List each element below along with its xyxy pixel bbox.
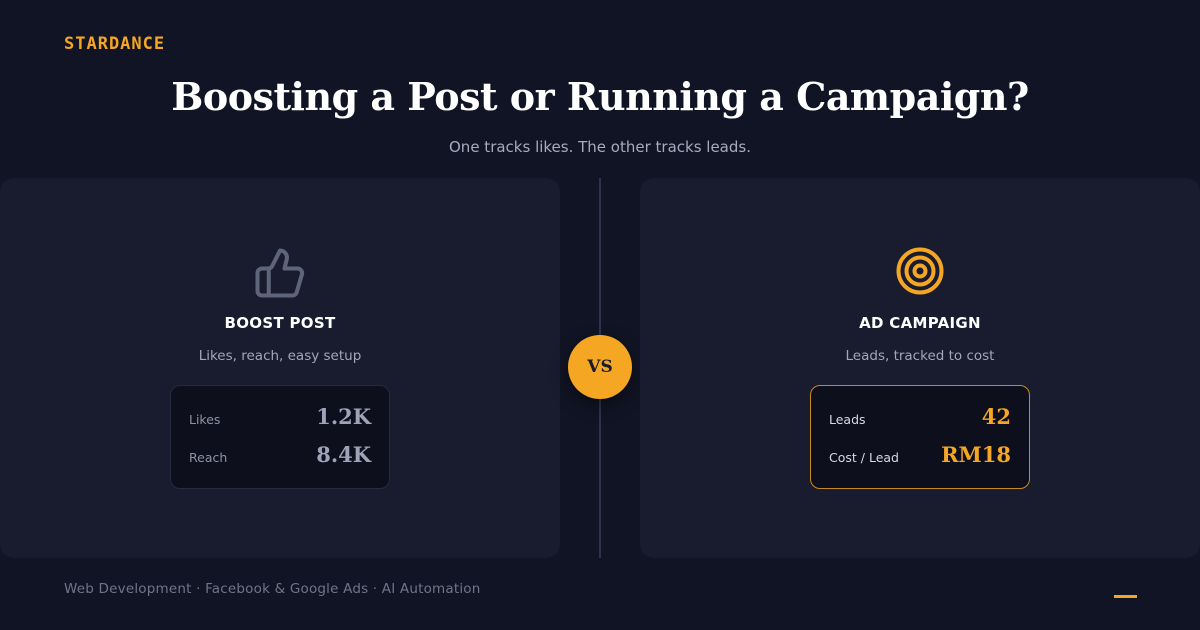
ad-campaign-stats-card: Leads 42 Cost / Lead RM18 — [810, 385, 1030, 489]
boost-post-title: BOOST POST — [224, 314, 336, 332]
ad-campaign-panel: AD CAMPAIGN Leads, tracked to cost Leads… — [640, 178, 1200, 558]
ad-campaign-title: AD CAMPAIGN — [859, 314, 981, 332]
ad-campaign-description: Leads, tracked to cost — [845, 348, 995, 364]
stat-value: 1.2K — [316, 404, 371, 429]
page-title: Boosting a Post or Running a Campaign? — [171, 74, 1029, 119]
target-icon — [640, 246, 1200, 296]
brand-logo: STARDANCE — [64, 34, 166, 54]
thumbs-up-icon — [0, 246, 560, 300]
stat-value: 8.4K — [316, 442, 371, 467]
vs-badge: VS — [568, 335, 632, 399]
boost-post-stats-card: Likes 1.2K Reach 8.4K — [170, 385, 390, 489]
page-subtitle: One tracks likes. The other tracks leads… — [449, 138, 751, 156]
stat-row-likes: Likes 1.2K — [189, 404, 371, 429]
footer-services: Web Development · Facebook & Google Ads … — [64, 581, 481, 597]
stat-label: Likes — [189, 412, 221, 427]
stat-label: Reach — [189, 450, 228, 465]
boost-post-panel: BOOST POST Likes, reach, easy setup Like… — [0, 178, 560, 558]
boost-post-description: Likes, reach, easy setup — [198, 348, 362, 364]
stat-row-cost-per-lead: Cost / Lead RM18 — [829, 442, 1011, 467]
stat-row-leads: Leads 42 — [829, 404, 1011, 429]
footer-accent-dash — [1114, 595, 1137, 598]
stat-label: Leads — [829, 412, 866, 427]
stat-value: RM18 — [941, 442, 1011, 467]
stat-row-reach: Reach 8.4K — [189, 442, 371, 467]
stat-value: 42 — [981, 404, 1011, 429]
stat-label: Cost / Lead — [829, 450, 899, 465]
